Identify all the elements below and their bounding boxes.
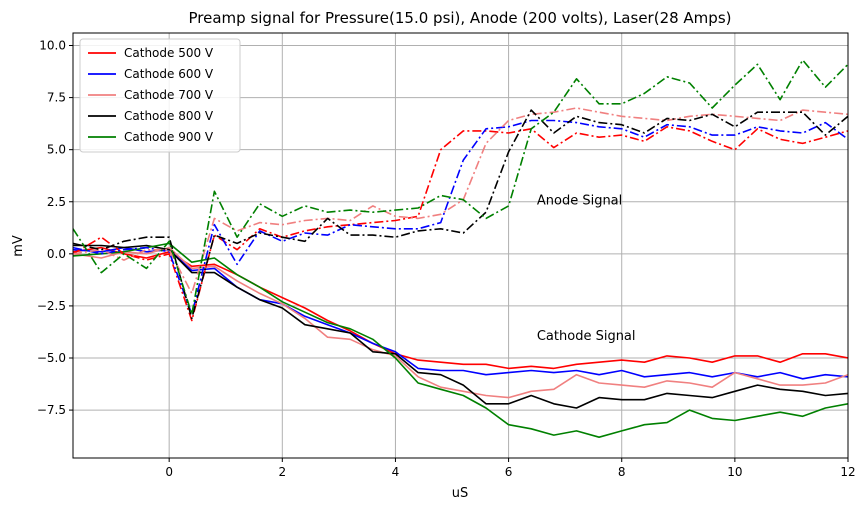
x-tick-label: 12 [840,465,855,479]
x-tick-label: 10 [727,465,742,479]
plot-frame [72,32,849,459]
legend-entry-label: Cathode 500 V [124,46,214,60]
y-tick-label: 10.0 [39,39,66,53]
y-tick-label: −5.0 [37,351,66,365]
annotation-text: Cathode Signal [537,329,636,344]
cathode-series-line-4 [73,242,848,439]
legend-box [79,38,241,153]
x-axis-label: uS [452,486,469,501]
anode-series-line-9 [73,59,848,316]
cathode-series-line-2 [73,246,848,399]
y-tick-label: 5.0 [47,143,66,157]
chart-title: Preamp signal for Pressure(15.0 psi), An… [189,9,732,27]
legend-entry-label: Cathode 700 V [124,88,214,102]
y-tick-label: −7.5 [37,403,66,417]
x-tick-label: 8 [618,465,626,479]
annotations: Anode Signal Cathode Signal [537,194,636,344]
y-tick-label: −2.5 [37,299,66,313]
cathode-series-line-3 [73,244,848,409]
x-tick-label: 6 [505,465,513,479]
legend-entry-label: Cathode 600 V [124,67,214,81]
legend: Cathode 500 V Cathode 600 V Cathode 700 V C… [79,38,241,153]
legend-entry-label: Cathode 900 V [124,130,214,144]
series-lines [73,59,848,439]
y-tick-label: 2.5 [47,195,66,209]
anode-series-line-8 [73,109,848,320]
grid-lines [73,33,849,458]
y-tick-label: 0.0 [47,247,66,261]
annotation-text: Anode Signal [537,194,622,209]
anode-series-line-5 [73,126,848,322]
cathode-series-line-1 [73,246,848,380]
y-tick-label: 7.5 [47,91,66,105]
x-tick-label: 0 [165,465,173,479]
x-tick-label: 4 [392,465,400,479]
legend-entry-label: Cathode 800 V [124,109,214,123]
axis-ticks: 0 2 4 6 8 10 12 −7.5 −5.0 −2.5 0.0 2.5 5.0 7.5 10.0 [37,39,856,480]
y-axis-label: mV [11,235,26,257]
anode-series-line-6 [73,119,848,316]
x-tick-label: 2 [278,465,286,479]
